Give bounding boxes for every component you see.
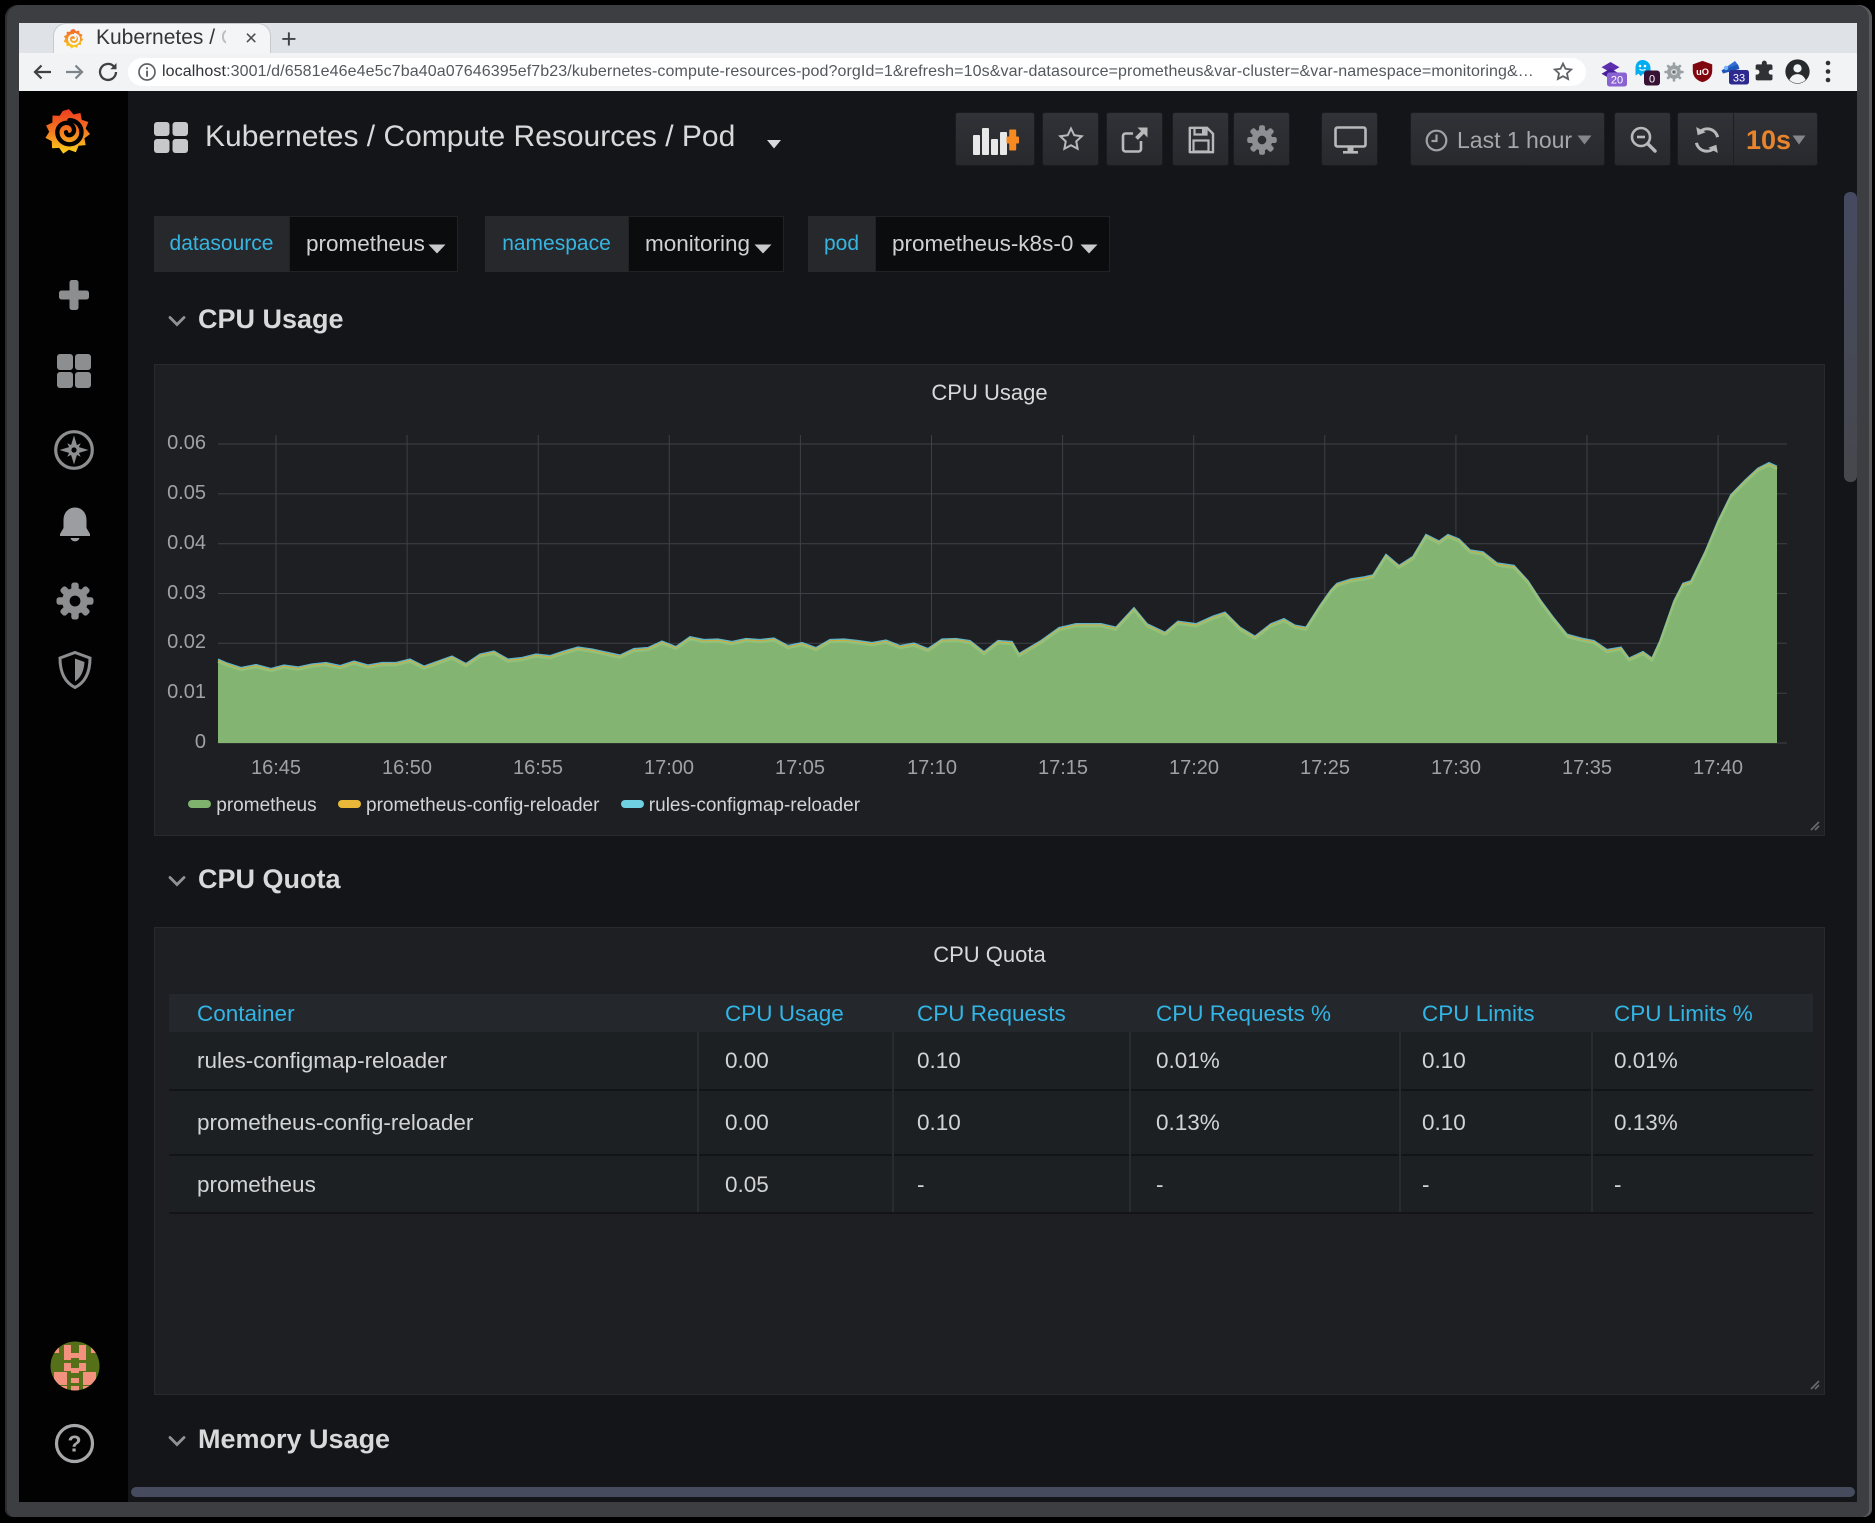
svg-text:0: 0 [1649, 74, 1655, 86]
svg-text:20: 20 [1611, 75, 1623, 87]
svg-text:?: ? [67, 1431, 81, 1457]
svg-text:uO: uO [1696, 67, 1709, 77]
svg-text:33: 33 [1733, 73, 1745, 85]
